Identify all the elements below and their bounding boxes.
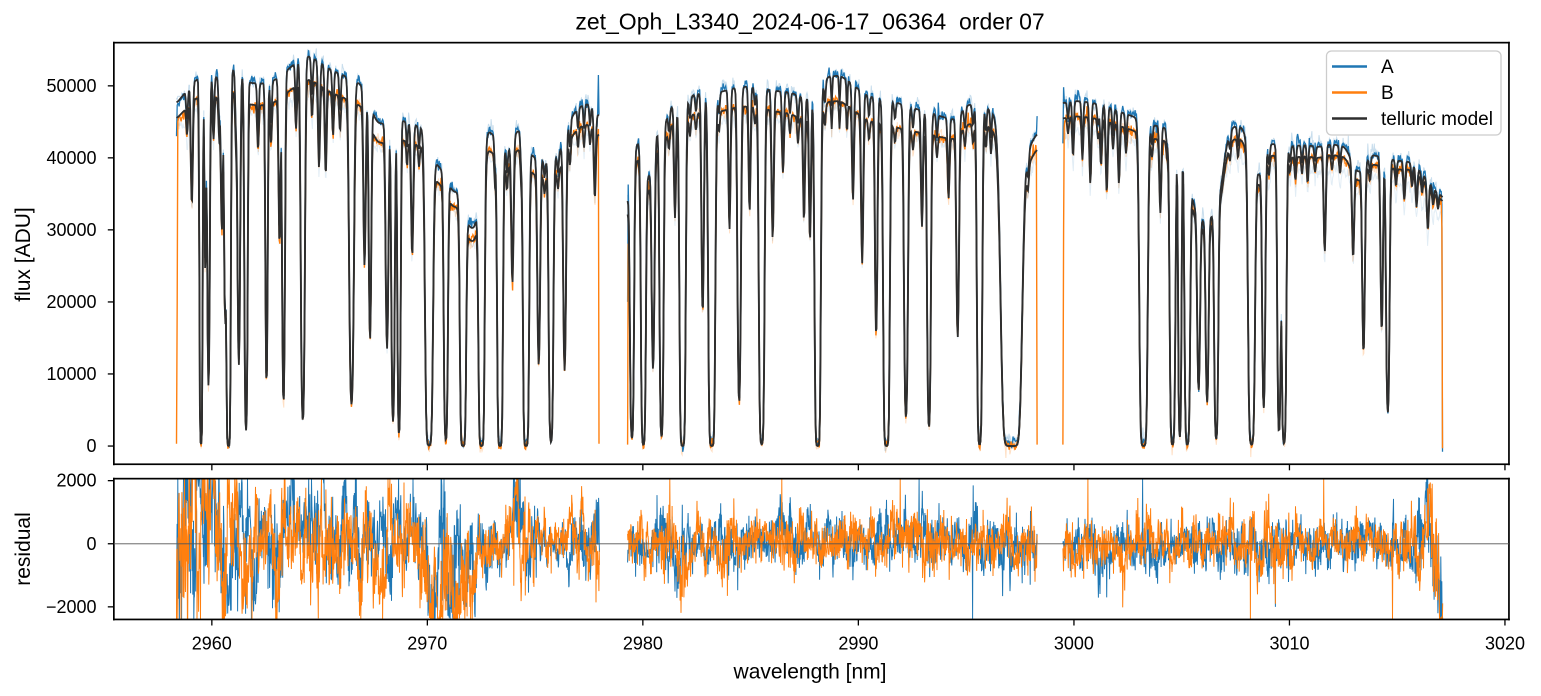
- svg-text:50000: 50000: [46, 76, 96, 96]
- svg-text:B: B: [1381, 83, 1394, 104]
- svg-text:2970: 2970: [407, 634, 447, 654]
- svg-text:2000: 2000: [56, 471, 96, 491]
- svg-text:telluric model: telluric model: [1381, 109, 1493, 130]
- svg-text:2990: 2990: [838, 634, 878, 654]
- svg-text:40000: 40000: [46, 148, 96, 168]
- svg-text:10000: 10000: [46, 364, 96, 384]
- svg-text:20000: 20000: [46, 292, 96, 312]
- svg-text:−2000: −2000: [46, 597, 97, 617]
- svg-text:wavelength [nm]: wavelength [nm]: [733, 661, 887, 684]
- svg-text:3010: 3010: [1269, 634, 1309, 654]
- svg-text:30000: 30000: [46, 220, 96, 240]
- svg-text:flux [ADU]: flux [ADU]: [12, 207, 35, 302]
- svg-text:2960: 2960: [192, 634, 232, 654]
- svg-text:A: A: [1381, 57, 1394, 78]
- svg-text:residual: residual: [12, 512, 35, 586]
- svg-text:3000: 3000: [1054, 634, 1094, 654]
- svg-text:zet_Oph_L3340_2024-06-17_06364: zet_Oph_L3340_2024-06-17_06364 order 07: [575, 9, 1044, 35]
- svg-text:2980: 2980: [623, 634, 663, 654]
- svg-text:0: 0: [86, 534, 96, 554]
- svg-text:3020: 3020: [1485, 634, 1525, 654]
- svg-text:0: 0: [86, 436, 96, 456]
